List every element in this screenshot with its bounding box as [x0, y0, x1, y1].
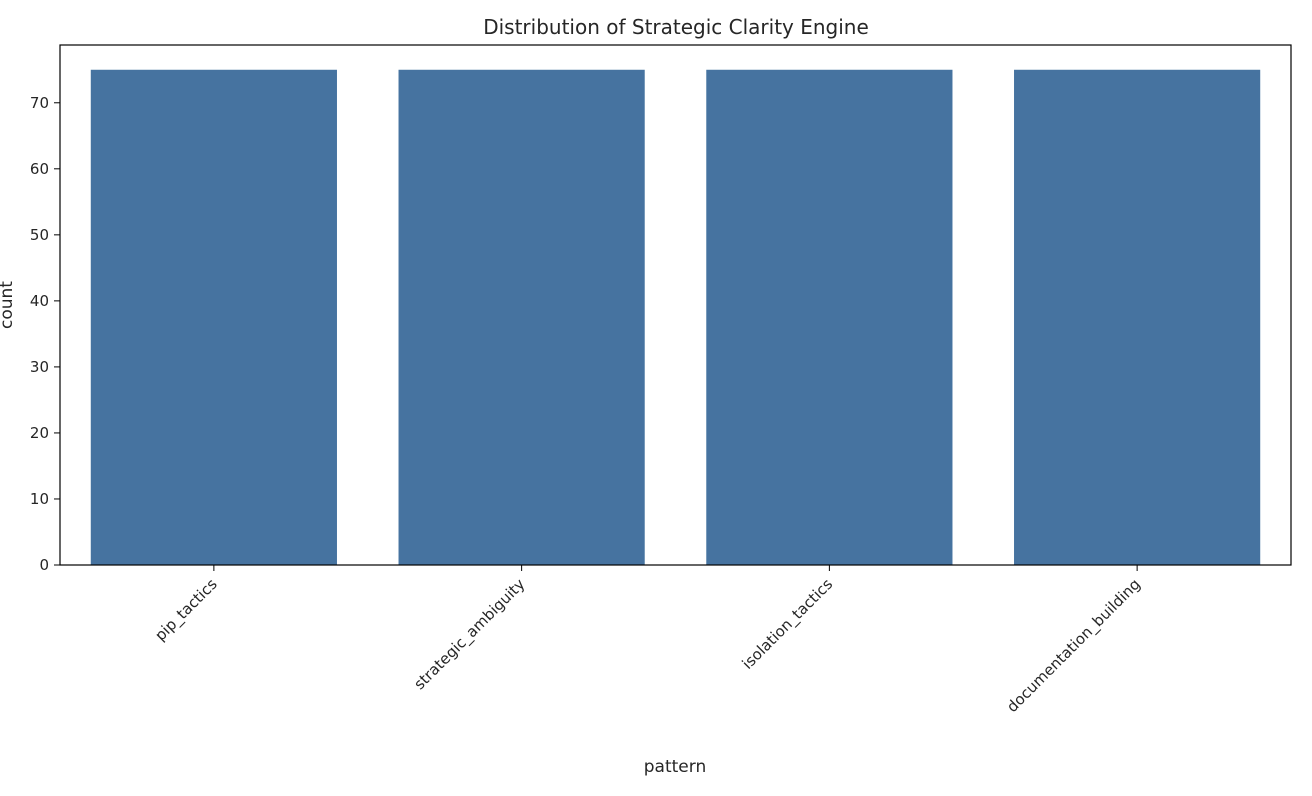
x-axis-label: pattern	[644, 757, 706, 777]
y-tick-label: 40	[30, 292, 49, 310]
y-tick-label: 70	[30, 94, 49, 112]
y-tick-label: 30	[30, 358, 49, 376]
bar	[90, 69, 337, 565]
x-tick-label: pip_tactics	[151, 575, 221, 645]
x-tick-label: documentation_building	[1003, 575, 1145, 717]
bar	[398, 69, 645, 565]
y-tick-label: 50	[30, 226, 49, 244]
plot-frame	[59, 44, 1292, 566]
y-tick-label: 10	[30, 490, 49, 508]
y-tick-label: 60	[30, 160, 49, 178]
x-tick-label: isolation_tactics	[738, 575, 837, 674]
bar	[706, 69, 953, 565]
bar	[1014, 69, 1261, 565]
x-tick-label: strategic_ambiguity	[410, 575, 529, 694]
y-axis-label: count	[0, 281, 17, 329]
plot-area: 0 10 20 30 40 50 60 70 pip_tactics strategic_ambi…	[30, 69, 1261, 717]
y-tick-label: 20	[30, 424, 49, 442]
y-tick-label: 0	[39, 556, 49, 574]
chart-title: Distribution of Strategic Clarity Engine	[483, 15, 869, 39]
